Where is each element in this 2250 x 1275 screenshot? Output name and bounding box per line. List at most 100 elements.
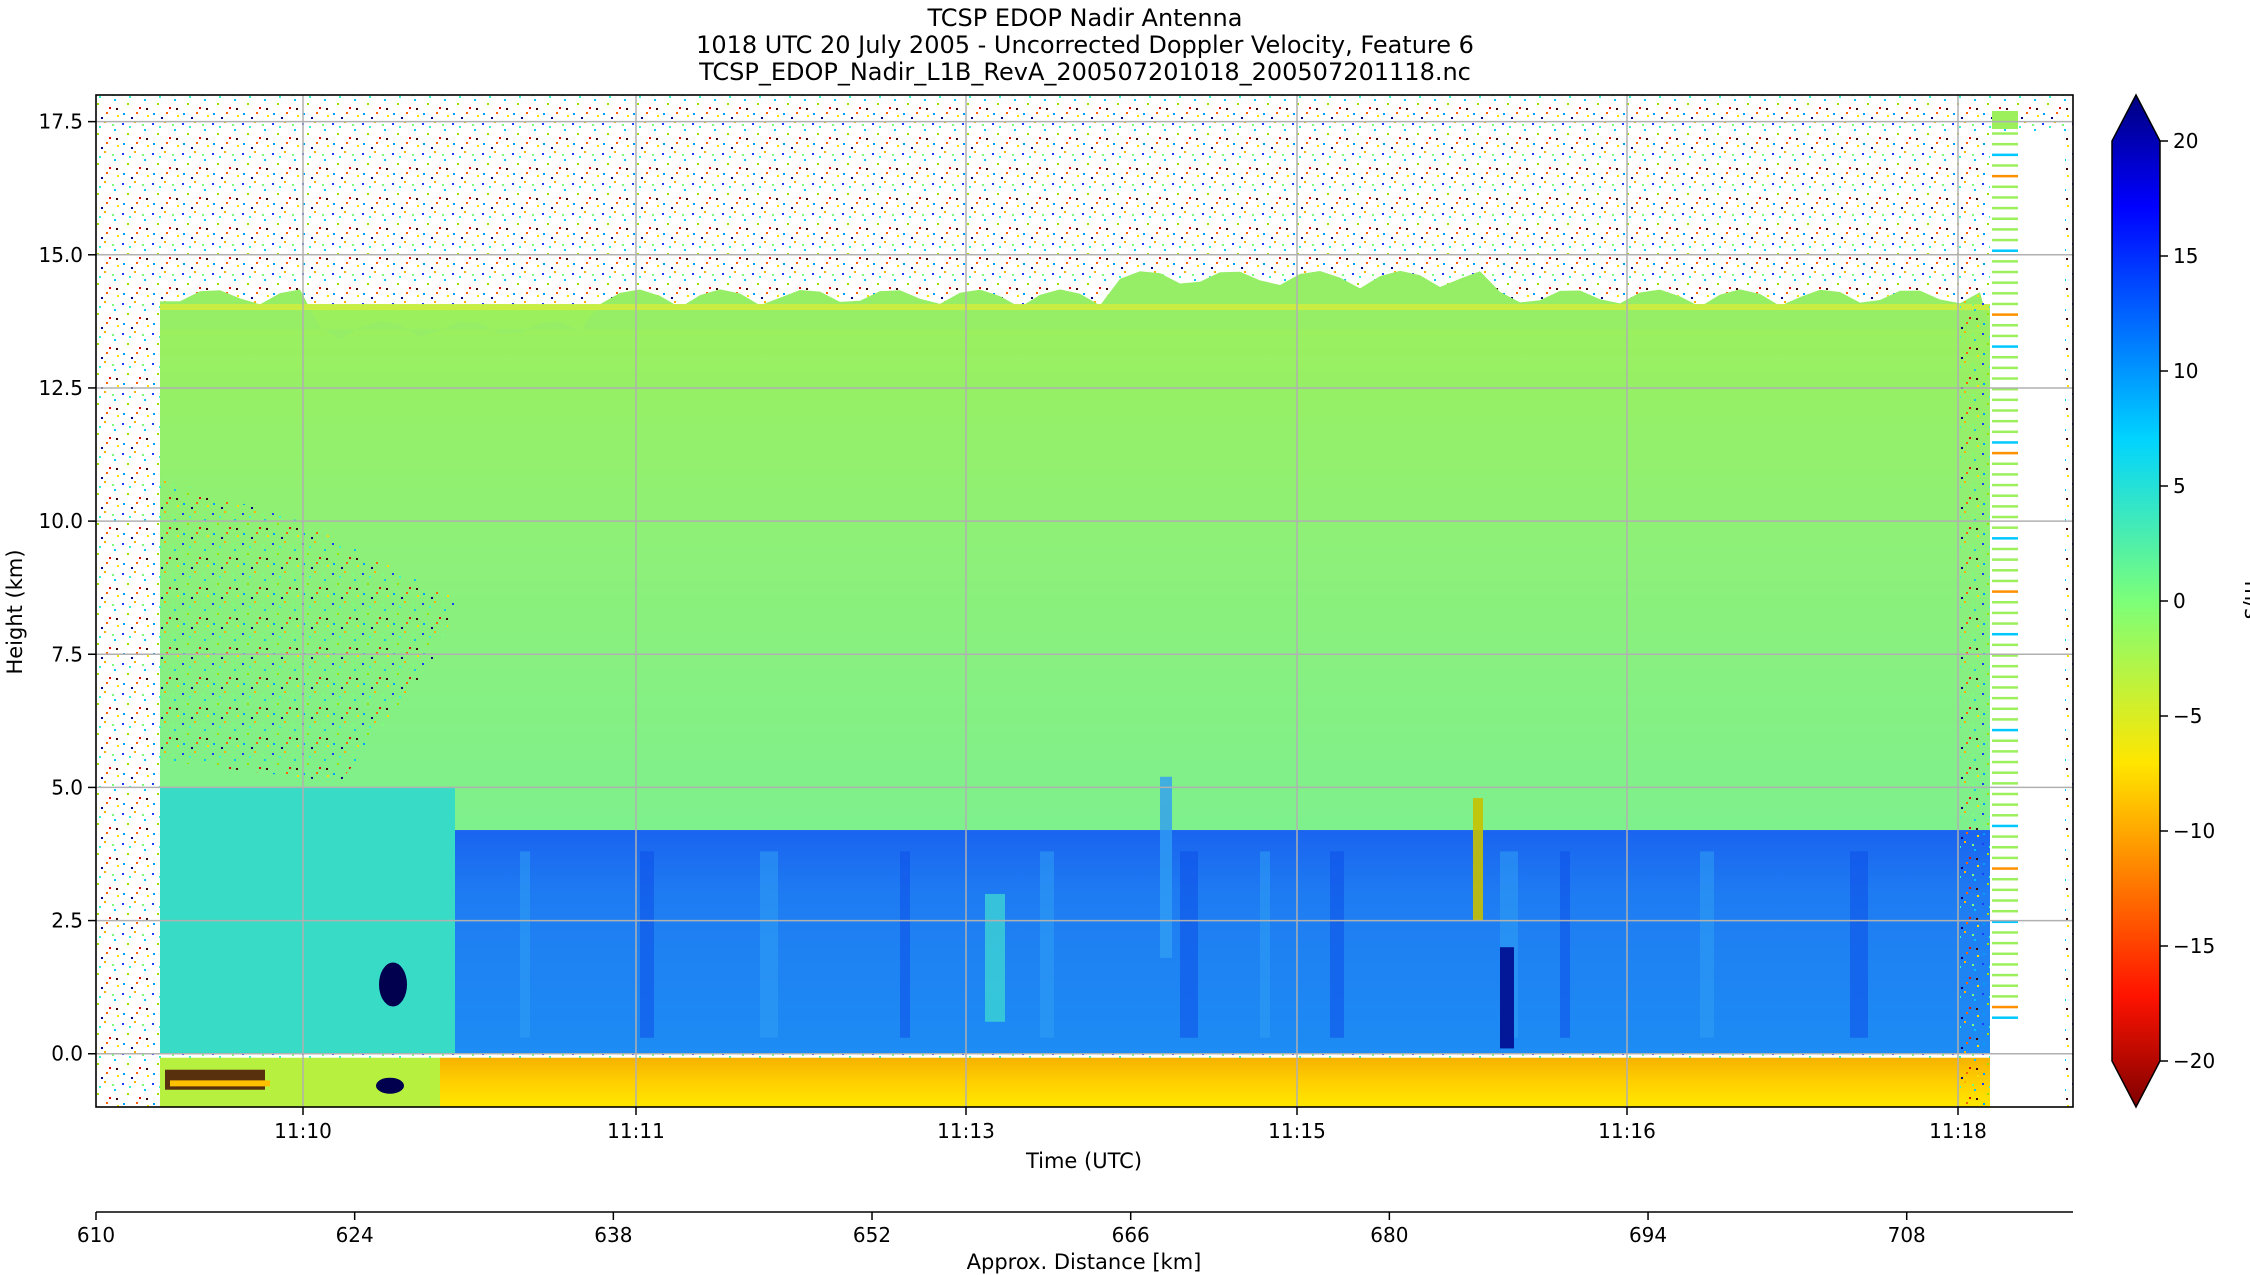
data-stripe: [1992, 164, 2018, 167]
data-stripe: [1992, 814, 2018, 817]
data-stripe: [1992, 824, 2018, 828]
clear-air-wedge: [160, 478, 460, 783]
data-stripe: [1992, 984, 2018, 987]
y-axis: 0.0 2.5 5.0 7.5 10.0 12.5 15.0 17.5: [38, 110, 96, 1066]
colorbar-tick-label: −20: [2173, 1049, 2215, 1073]
data-stripe: [1992, 579, 2018, 583]
data-stripe: [1992, 675, 2018, 679]
data-stripe: [1992, 654, 2018, 657]
data-stripe: [1992, 270, 2018, 274]
data-stripe: [1992, 505, 2018, 508]
data-stripe: [1992, 292, 2018, 295]
data-stripe: [1992, 153, 2018, 157]
data-stripe: [1992, 696, 2018, 700]
y-tick-label: 2.5: [51, 909, 83, 933]
y-tick-label: 0.0: [51, 1042, 83, 1066]
data-stripe: [1992, 174, 2018, 178]
data-stripe: [1992, 973, 2018, 977]
velocity-streak: [520, 851, 530, 1038]
distance-tick-label: 708: [1888, 1223, 1926, 1247]
data-stripe-top: [1992, 110, 2018, 129]
data-stripe: [1992, 1005, 2018, 1009]
data-stripe: [1992, 952, 2018, 956]
data-stripe: [1992, 547, 2018, 551]
data-stripe: [1992, 334, 2018, 338]
distance-axis: 610 624 638 652 666 680 694 708: [77, 1211, 2073, 1247]
data-stripe: [1992, 302, 2018, 306]
distance-tick-label: 680: [1370, 1223, 1408, 1247]
colorbar-tick-label: 20: [2173, 129, 2198, 153]
data-stripe: [1992, 995, 2018, 998]
data-stripe: [1992, 622, 2018, 625]
x-tick-label: 11:16: [1598, 1119, 1656, 1143]
data-stripe: [1992, 569, 2018, 572]
data-stripe: [1992, 1016, 2018, 1019]
velocity-streak: [760, 851, 778, 1038]
velocity-streak: [1700, 851, 1714, 1038]
data-stripe: [1992, 515, 2018, 519]
velocity-streak: [1850, 851, 1868, 1038]
velocity-streak: [900, 851, 910, 1038]
data-stripe: [1992, 611, 2018, 615]
data-stripe: [1992, 664, 2018, 668]
downdraft-core: [1500, 947, 1514, 1049]
data-stripe: [1992, 206, 2018, 210]
left-noise-strip: [96, 95, 160, 1107]
x-tick-label: 11:10: [274, 1119, 332, 1143]
x-axis-label: Time (UTC): [1025, 1149, 1142, 1173]
data-stripe: [1992, 739, 2018, 742]
data-stripe: [1992, 419, 2018, 423]
distance-tick-label: 610: [77, 1223, 115, 1247]
x-axis: 11:10 11:11 11:13 11:15 11:16 11:18: [274, 1107, 1987, 1143]
data-stripe: [1992, 867, 2018, 870]
data-stripe: [1992, 856, 2018, 860]
data-stripe: [1992, 377, 2018, 380]
surface-bright-band: [170, 1080, 270, 1087]
plot-area: [96, 95, 2073, 1107]
x-tick-label: 11:18: [1929, 1119, 1987, 1143]
title-line-1: TCSP EDOP Nadir Antenna: [927, 4, 1243, 32]
colorbar-body: [2111, 93, 2161, 1109]
data-stripe: [1992, 558, 2018, 561]
data-stripe: [1992, 185, 2018, 189]
data-stripe: [1992, 792, 2018, 796]
velocity-streaks: [165, 776, 1868, 1094]
colorbar-tick-label: −5: [2173, 704, 2202, 728]
y-tick-label: 5.0: [51, 775, 83, 799]
x-tick-label: 11:15: [1268, 1119, 1326, 1143]
data-stripe: [1992, 132, 2018, 135]
right-white-strip: [1990, 132, 2065, 1107]
data-stripe: [1992, 963, 2018, 966]
data-stripe: [1992, 494, 2018, 497]
surface-layer: [440, 1057, 1990, 1107]
colorbar-tick-label: 15: [2173, 244, 2198, 268]
dark-core: [379, 962, 407, 1007]
data-stripe: [1992, 707, 2018, 711]
title-line-2: 1018 UTC 20 July 2005 - Uncorrected Dopp…: [696, 31, 1474, 59]
data-stripe: [1992, 728, 2018, 732]
grid-lines: [96, 95, 2073, 1107]
data-stripe: [1992, 441, 2018, 444]
updraft-streak: [985, 893, 1005, 1022]
colorbar-ticks: 20 15 10 5 0 −5 −10 −15 −20: [2160, 129, 2215, 1073]
y-tick-label: 7.5: [51, 642, 83, 666]
y-tick-label: 10.0: [38, 509, 83, 533]
data-stripe: [1992, 835, 2018, 838]
data-stripe: [1992, 196, 2018, 199]
colorbar-label: m/s: [2240, 581, 2250, 619]
data-stripe: [1992, 590, 2018, 593]
y-tick-label: 12.5: [38, 376, 83, 400]
data-stripe: [1992, 526, 2018, 529]
colorbar-tick-label: 0: [2173, 589, 2186, 613]
data-stripe: [1992, 899, 2018, 902]
data-stripe: [1992, 398, 2018, 402]
data-stripe: [1992, 313, 2018, 316]
velocity-streak: [1180, 851, 1198, 1038]
y-axis-label: Height (km): [3, 549, 27, 674]
colorbar: 20 15 10 5 0 −5 −10 −15 −20 m/s: [2111, 93, 2250, 1109]
data-stripe: [1992, 920, 2018, 924]
colorbar-tick-label: −15: [2173, 934, 2215, 958]
data-stripe: [1992, 355, 2018, 359]
data-stripe: [1992, 941, 2018, 945]
dark-core-surface: [376, 1077, 404, 1094]
